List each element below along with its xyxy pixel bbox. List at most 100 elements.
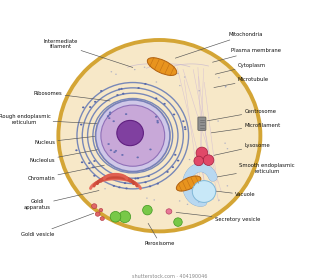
- Ellipse shape: [134, 178, 137, 179]
- Ellipse shape: [101, 105, 165, 166]
- Ellipse shape: [109, 111, 111, 113]
- Text: Smooth endoplasmic
reticulum: Smooth endoplasmic reticulum: [211, 163, 295, 178]
- Ellipse shape: [95, 100, 170, 172]
- Ellipse shape: [137, 87, 140, 89]
- Ellipse shape: [58, 40, 261, 231]
- Ellipse shape: [184, 126, 186, 128]
- Ellipse shape: [198, 90, 200, 92]
- Ellipse shape: [196, 147, 208, 159]
- Text: Microtubule: Microtubule: [214, 77, 269, 88]
- Ellipse shape: [86, 168, 88, 170]
- Ellipse shape: [125, 113, 127, 115]
- Ellipse shape: [107, 115, 109, 117]
- Ellipse shape: [166, 209, 172, 214]
- Text: Vacuole: Vacuole: [216, 191, 256, 197]
- Ellipse shape: [104, 188, 106, 189]
- Ellipse shape: [113, 151, 116, 153]
- Ellipse shape: [143, 205, 152, 215]
- Ellipse shape: [116, 94, 119, 96]
- Ellipse shape: [121, 154, 124, 156]
- Text: Microfilament: Microfilament: [211, 123, 281, 133]
- Ellipse shape: [184, 128, 187, 130]
- Ellipse shape: [137, 178, 139, 179]
- Ellipse shape: [179, 200, 180, 202]
- Text: Nucleus: Nucleus: [34, 136, 100, 144]
- Ellipse shape: [218, 77, 220, 78]
- Text: Plasma membrane: Plasma membrane: [212, 48, 281, 62]
- Ellipse shape: [149, 148, 152, 150]
- Ellipse shape: [198, 201, 200, 203]
- Ellipse shape: [93, 175, 95, 177]
- Ellipse shape: [148, 175, 150, 177]
- Text: Mitochondria: Mitochondria: [175, 32, 263, 58]
- Ellipse shape: [225, 86, 227, 87]
- Ellipse shape: [94, 101, 96, 103]
- Text: Centrosome: Centrosome: [207, 109, 276, 121]
- Ellipse shape: [80, 124, 82, 125]
- Ellipse shape: [92, 166, 94, 168]
- Ellipse shape: [194, 156, 203, 166]
- Ellipse shape: [156, 120, 159, 122]
- Ellipse shape: [155, 116, 157, 118]
- Ellipse shape: [109, 178, 111, 180]
- Ellipse shape: [99, 208, 103, 212]
- Ellipse shape: [100, 217, 104, 221]
- Text: Goldi
apparatus: Goldi apparatus: [24, 190, 99, 210]
- Ellipse shape: [120, 88, 123, 90]
- Ellipse shape: [81, 161, 83, 163]
- Ellipse shape: [218, 200, 220, 201]
- Ellipse shape: [115, 150, 117, 152]
- Ellipse shape: [124, 182, 126, 184]
- Ellipse shape: [166, 171, 169, 173]
- Ellipse shape: [108, 117, 110, 119]
- Ellipse shape: [147, 58, 177, 75]
- Ellipse shape: [118, 186, 121, 188]
- Text: Peroxisome: Peroxisome: [145, 223, 175, 246]
- Ellipse shape: [177, 73, 179, 74]
- Ellipse shape: [125, 188, 128, 189]
- Ellipse shape: [136, 157, 139, 158]
- Ellipse shape: [120, 176, 123, 178]
- Ellipse shape: [174, 218, 182, 226]
- Ellipse shape: [89, 106, 91, 108]
- Text: Chromatin: Chromatin: [27, 165, 104, 181]
- FancyBboxPatch shape: [198, 117, 206, 130]
- Ellipse shape: [156, 81, 157, 83]
- Text: Rough endoplasmic
reticulum: Rough endoplasmic reticulum: [0, 114, 97, 125]
- Ellipse shape: [107, 143, 110, 145]
- Ellipse shape: [134, 69, 135, 70]
- Text: shutterstock.com · 404190046: shutterstock.com · 404190046: [132, 274, 208, 279]
- Text: Ribosomes: Ribosomes: [34, 91, 110, 101]
- Ellipse shape: [110, 149, 112, 151]
- Ellipse shape: [163, 103, 166, 105]
- Ellipse shape: [189, 159, 190, 160]
- Ellipse shape: [227, 148, 228, 149]
- Ellipse shape: [117, 120, 144, 146]
- Ellipse shape: [115, 74, 117, 75]
- Text: Secretory vesicle: Secretory vesicle: [176, 213, 260, 222]
- Ellipse shape: [92, 204, 97, 209]
- Ellipse shape: [113, 120, 115, 122]
- Ellipse shape: [154, 199, 155, 200]
- Ellipse shape: [157, 183, 159, 185]
- Ellipse shape: [182, 120, 184, 122]
- Ellipse shape: [174, 154, 177, 156]
- Ellipse shape: [144, 181, 147, 183]
- Ellipse shape: [177, 160, 179, 162]
- Text: Intermediate
filament: Intermediate filament: [44, 39, 133, 67]
- Ellipse shape: [184, 76, 185, 78]
- Ellipse shape: [157, 122, 159, 123]
- Ellipse shape: [192, 181, 216, 202]
- Ellipse shape: [93, 160, 96, 162]
- Ellipse shape: [173, 113, 175, 115]
- Ellipse shape: [217, 120, 219, 122]
- Ellipse shape: [176, 176, 201, 191]
- Ellipse shape: [146, 197, 148, 199]
- Ellipse shape: [225, 86, 226, 88]
- Ellipse shape: [172, 166, 174, 168]
- Ellipse shape: [75, 149, 78, 151]
- Ellipse shape: [95, 212, 100, 216]
- Ellipse shape: [203, 155, 214, 165]
- Ellipse shape: [109, 113, 111, 115]
- Ellipse shape: [82, 106, 85, 108]
